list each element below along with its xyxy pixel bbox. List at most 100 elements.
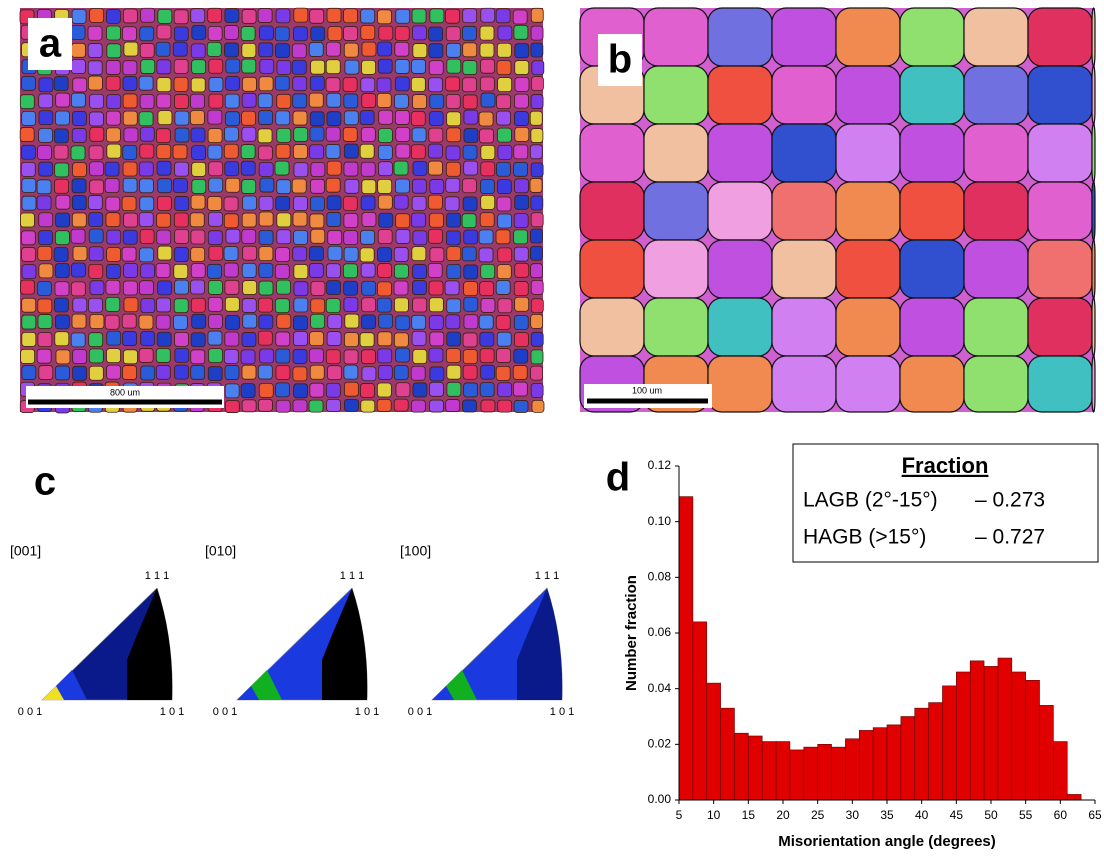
- grain: [106, 9, 120, 23]
- grain: [276, 349, 290, 363]
- x-tick-label: 65: [1088, 808, 1102, 822]
- grain: [361, 25, 375, 39]
- grain: [294, 298, 308, 312]
- grain: [224, 25, 238, 39]
- grain: [191, 195, 205, 209]
- grain: [293, 212, 307, 226]
- grain: [532, 400, 544, 412]
- grain: [72, 179, 86, 193]
- ipf-direction: [001]: [10, 543, 41, 559]
- grain: [22, 298, 36, 312]
- grain: [531, 350, 543, 364]
- grain: [394, 161, 408, 175]
- grain: [327, 399, 341, 411]
- grain: [174, 77, 188, 91]
- grain: [463, 78, 477, 92]
- grain: [22, 247, 36, 261]
- grain: [429, 281, 443, 295]
- grain: [191, 230, 205, 244]
- grain: [344, 144, 358, 158]
- bar: [984, 666, 998, 800]
- grain: [900, 356, 964, 412]
- grain: [39, 111, 53, 125]
- grain: [209, 162, 223, 176]
- grain: [21, 280, 35, 294]
- grain: [293, 316, 307, 330]
- grain: [139, 112, 153, 126]
- grain: [208, 8, 222, 22]
- grain: [122, 314, 136, 328]
- grain: [124, 42, 138, 56]
- grain: [344, 382, 358, 396]
- grain: [39, 231, 53, 245]
- grain: [55, 315, 69, 329]
- grain: [531, 213, 543, 227]
- grain: [514, 25, 528, 39]
- grain: [294, 384, 308, 398]
- grain: [259, 212, 273, 226]
- grain: [309, 349, 323, 363]
- grain: [412, 331, 426, 345]
- grain: [277, 94, 291, 108]
- grain: [39, 162, 53, 176]
- grain: [514, 282, 528, 296]
- grain: [1092, 240, 1095, 298]
- grain: [89, 366, 103, 380]
- grain: [88, 298, 102, 312]
- grain: [259, 77, 273, 91]
- grain: [55, 231, 69, 245]
- grain: [310, 112, 324, 126]
- grain: [378, 179, 392, 193]
- bar: [929, 703, 943, 800]
- grain: [446, 400, 460, 412]
- grain: [479, 248, 493, 262]
- grain: [124, 213, 138, 227]
- grain: [242, 77, 256, 91]
- grain: [361, 230, 375, 244]
- grain: [378, 162, 392, 176]
- grain: [259, 383, 273, 397]
- grain: [311, 314, 325, 328]
- grain: [326, 144, 340, 158]
- bar: [956, 672, 970, 800]
- grain: [462, 179, 476, 193]
- grain: [481, 264, 495, 278]
- grain: [644, 240, 708, 298]
- grain: [243, 314, 257, 328]
- grain: [311, 281, 325, 295]
- grain: [580, 298, 644, 356]
- grain: [447, 247, 461, 261]
- grain: [174, 95, 188, 109]
- grain: [208, 331, 222, 345]
- grain: [361, 400, 375, 412]
- grain: [175, 229, 189, 243]
- grain: [209, 246, 223, 260]
- grain: [258, 331, 272, 345]
- grain: [447, 332, 461, 346]
- grain: [174, 247, 188, 261]
- grain: [532, 61, 544, 75]
- grain: [327, 93, 341, 107]
- grain: [209, 212, 223, 226]
- grain: [141, 264, 155, 278]
- grain: [208, 349, 222, 363]
- bar: [818, 744, 832, 800]
- scale-text: 800 um: [110, 387, 140, 397]
- grain: [294, 264, 308, 278]
- grain: [379, 314, 393, 328]
- grain: [191, 280, 205, 294]
- grain: [412, 59, 426, 73]
- grain: [480, 77, 494, 91]
- grain: [964, 298, 1028, 356]
- x-tick-label: 35: [880, 808, 894, 822]
- bar: [734, 733, 748, 800]
- panel-label: d: [606, 456, 630, 500]
- grain: [463, 145, 477, 159]
- grain: [21, 231, 35, 245]
- grain: [328, 246, 342, 260]
- grain: [708, 8, 772, 66]
- grain: [429, 44, 443, 58]
- grain: [708, 356, 772, 412]
- grain: [54, 145, 68, 159]
